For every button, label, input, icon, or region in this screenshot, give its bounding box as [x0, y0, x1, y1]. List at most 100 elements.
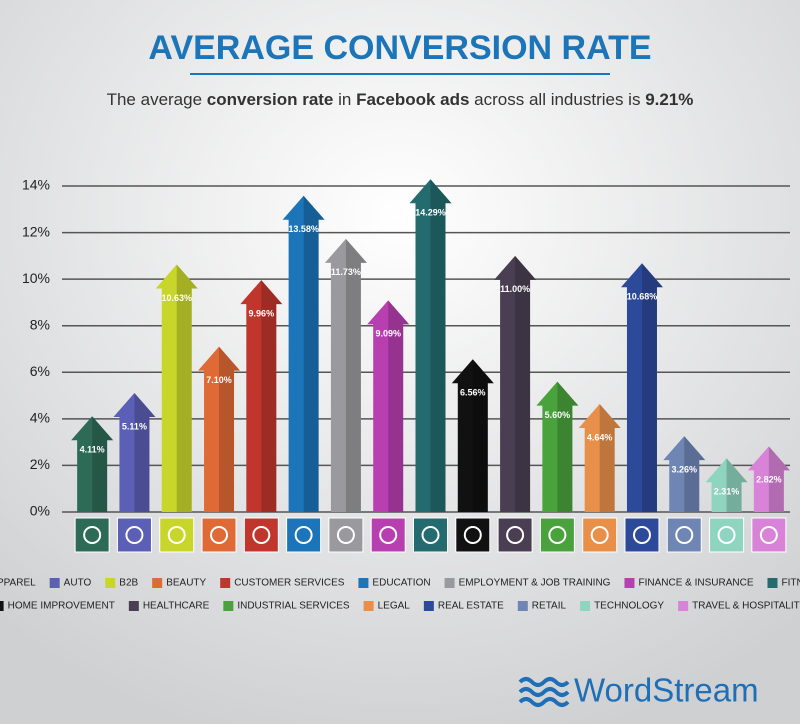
bar-shade — [134, 393, 156, 512]
legend-swatch — [223, 601, 234, 611]
legend-label: HEALTHCARE — [143, 601, 210, 612]
legend-label: FINANCE & INSURANCE — [638, 578, 753, 589]
value-label: 14.29% — [415, 208, 446, 218]
legend-swatch — [624, 578, 635, 588]
bar-shade — [176, 264, 198, 512]
bar — [324, 238, 367, 512]
category-icon-glyph — [590, 526, 609, 544]
subtitle-part: 9.21% — [645, 90, 693, 109]
bar — [240, 280, 283, 512]
category-icon-glyph — [125, 526, 144, 544]
category-icon — [539, 517, 575, 553]
y-tick-label: 12% — [22, 223, 50, 239]
legend-swatch — [49, 578, 60, 588]
value-label: 13.58% — [288, 224, 319, 234]
value-label: 10.63% — [161, 293, 192, 303]
legend-label: EMPLOYMENT & JOB TRAINING — [459, 578, 611, 589]
legend-swatch — [358, 578, 369, 588]
bar-shade — [684, 436, 706, 512]
category-icon-glyph — [717, 526, 736, 544]
category-icon — [666, 517, 702, 553]
value-label: 4.64% — [587, 432, 613, 442]
legend-label: HOME IMPROVEMENT — [8, 601, 115, 612]
legend-label: REAL ESTATE — [438, 601, 504, 612]
subtitle-part: The average — [107, 90, 207, 109]
legend-swatch — [767, 578, 778, 588]
bar-shade — [641, 263, 663, 512]
value-label: 11.73% — [331, 267, 361, 277]
bar-shade — [261, 280, 283, 512]
category-icon — [751, 517, 787, 553]
legend-label: TECHNOLOGY — [594, 601, 664, 612]
legend-label: APPAREL — [0, 578, 36, 589]
legend-label: TRAVEL & HOSPITALITY — [692, 601, 800, 612]
y-tick-label: 0% — [30, 503, 50, 519]
value-label: 5.11% — [122, 421, 147, 431]
category-icon — [624, 517, 660, 553]
value-label: 2.82% — [756, 475, 782, 485]
category-icon-glyph — [210, 526, 229, 544]
legend-swatch — [105, 578, 116, 588]
bar — [451, 359, 494, 512]
value-label: 9.96% — [249, 308, 275, 318]
legend-label: RETAIL — [532, 601, 567, 612]
value-label: 3.26% — [671, 464, 697, 474]
value-label: 9.09% — [375, 329, 401, 339]
category-icon — [455, 517, 491, 553]
y-tick-label: 6% — [30, 363, 50, 379]
value-label: 11.00% — [500, 284, 530, 294]
legend-label: AUTO — [64, 578, 92, 589]
category-icon-glyph — [252, 526, 271, 544]
subtitle-part: conversion rate — [207, 90, 334, 109]
y-tick-label: 14% — [22, 177, 50, 193]
bar — [494, 255, 537, 512]
category-icon — [243, 517, 279, 553]
value-label: 10.68% — [627, 292, 658, 302]
bar — [71, 416, 114, 512]
category-icon — [286, 517, 322, 553]
legend-swatch — [220, 578, 231, 588]
category-icon — [201, 517, 237, 553]
bar-shade — [303, 195, 325, 512]
bar-shade — [557, 381, 579, 512]
value-label: 2.31% — [714, 487, 740, 497]
legend-label: FITNESS — [781, 578, 800, 589]
category-icon — [159, 517, 195, 553]
category-icon — [328, 517, 364, 553]
legend-swatch — [444, 578, 455, 588]
category-icon-glyph — [632, 526, 651, 544]
brand-logo: WordStream — [518, 672, 759, 709]
y-tick-label: 8% — [30, 316, 50, 332]
category-icon-glyph — [83, 526, 102, 544]
value-label: 7.10% — [206, 375, 232, 385]
legend-swatch — [363, 601, 374, 611]
category-icon-glyph — [421, 526, 440, 544]
legend-swatch — [517, 601, 528, 611]
bar — [705, 458, 748, 512]
bar — [198, 346, 241, 512]
bar-shade — [599, 403, 621, 512]
bar — [663, 436, 706, 512]
value-label: 4.11% — [80, 445, 105, 455]
bar — [155, 264, 198, 512]
category-icon — [413, 517, 448, 553]
bar-shade — [768, 446, 790, 512]
legend-label: BEAUTY — [166, 578, 206, 589]
category-icon — [709, 517, 745, 553]
bar-shade — [219, 346, 241, 512]
bar — [113, 393, 156, 512]
bar — [282, 195, 325, 512]
value-label: 5.60% — [545, 410, 571, 420]
category-icon — [74, 517, 110, 553]
legend-swatch — [128, 601, 139, 611]
subtitle-part: in — [333, 90, 356, 109]
legend-swatch — [423, 601, 434, 611]
subtitle-part: across all industries is — [469, 90, 645, 109]
category-icon — [370, 517, 406, 553]
category-icon-glyph — [506, 526, 525, 544]
bar — [367, 300, 410, 512]
category-icon — [116, 517, 152, 553]
brand-name: WordStream — [574, 672, 759, 709]
category-icon-glyph — [167, 526, 186, 544]
